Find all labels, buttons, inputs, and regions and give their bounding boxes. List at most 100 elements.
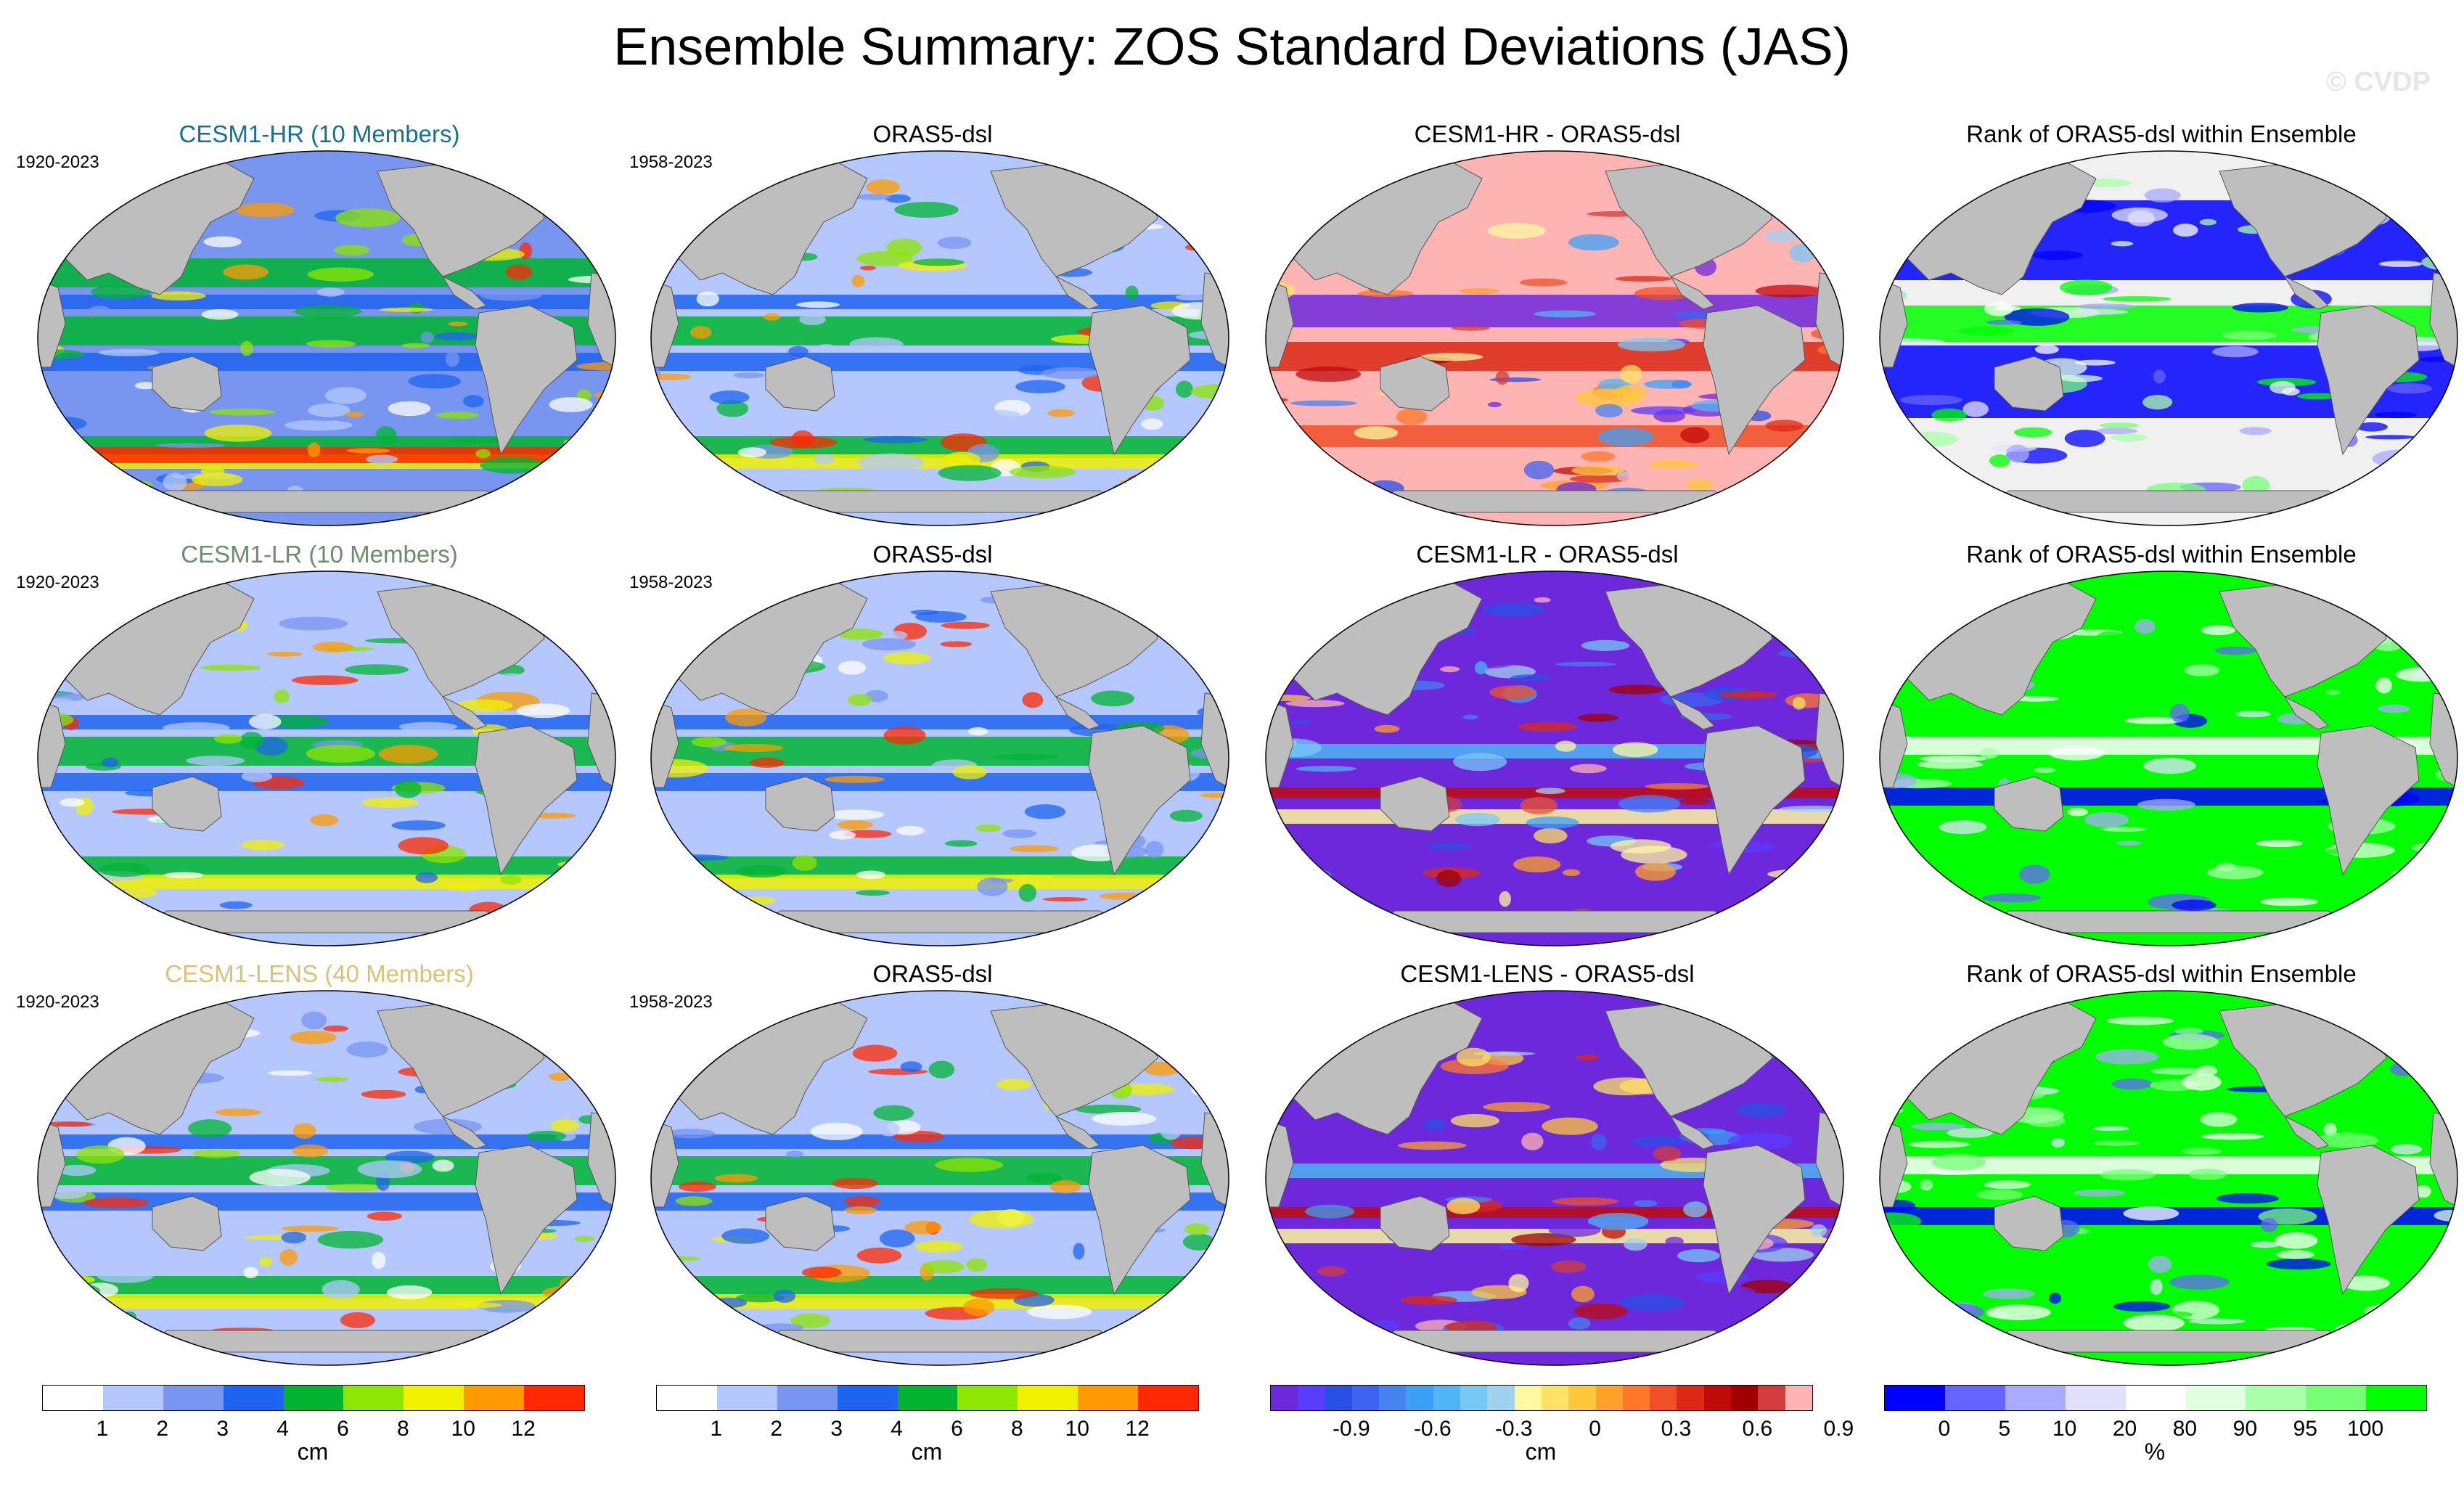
field-blob — [859, 266, 876, 271]
field-blob — [1092, 1111, 1157, 1126]
field-blob — [710, 1297, 747, 1309]
field-blob — [1194, 615, 1229, 624]
field-blob — [1880, 469, 1917, 480]
field-blob — [596, 192, 615, 202]
panel-obs-row1: ORAS5-dsl 1958-2023 — [629, 120, 1230, 527]
field-blob — [922, 1260, 965, 1274]
land-mass — [1994, 776, 2064, 832]
colorbar-unit: cm — [1525, 1439, 1557, 1465]
field-blob — [585, 200, 615, 209]
field-blob — [462, 395, 484, 408]
land-mass — [1088, 1145, 1191, 1296]
field-blob — [2391, 1144, 2422, 1155]
field-blob — [1345, 903, 1359, 918]
field-blob — [1184, 593, 1229, 612]
field-blob — [2373, 1041, 2394, 1046]
field-blob — [1934, 1312, 1968, 1321]
field-blob — [1555, 661, 1616, 667]
field-blob — [1919, 891, 1970, 896]
field-blob — [292, 1123, 316, 1139]
field-blob — [2399, 456, 2421, 474]
field-blob — [2101, 595, 2124, 610]
field-blob — [864, 435, 928, 443]
field-blob — [306, 340, 356, 348]
field-blob — [2260, 1218, 2277, 1232]
field-blob — [1814, 180, 1843, 188]
land-mass — [475, 725, 578, 876]
colorbar-cell — [2306, 1386, 2366, 1410]
field-blob — [790, 1313, 831, 1328]
field-blob — [2076, 303, 2135, 309]
field-blob — [2184, 664, 2220, 676]
field-blob — [844, 1196, 880, 1207]
field-blob — [1755, 285, 1823, 298]
field-blob — [2111, 433, 2148, 442]
land-mass — [38, 700, 66, 788]
field-blob — [378, 745, 438, 764]
field-blob — [799, 314, 826, 325]
field-blob — [1398, 1141, 1467, 1150]
colorbar-cell — [2125, 1386, 2186, 1410]
field-blob — [1555, 740, 1576, 752]
field-blob — [900, 1061, 922, 1073]
field-blob — [1673, 311, 1715, 319]
field-blob — [886, 631, 908, 640]
field-blob — [1801, 179, 1817, 187]
field-blob — [2378, 704, 2410, 713]
field-blob — [1817, 870, 1843, 886]
field-blob — [735, 865, 787, 878]
field-blob — [203, 236, 242, 248]
field-band — [651, 454, 1229, 469]
field-blob — [2239, 427, 2272, 435]
field-blob — [1727, 1132, 1794, 1150]
field-blob — [259, 1256, 273, 1267]
colorbar-tick-label: 0 — [1938, 1417, 1951, 1441]
field-blob — [1683, 1201, 1708, 1218]
field-blob — [2100, 1169, 2156, 1181]
field-blob — [574, 1235, 595, 1242]
map-border — [37, 150, 616, 526]
field-blob — [1979, 748, 1999, 759]
field-blob — [151, 291, 206, 300]
land-mass — [1364, 490, 1745, 513]
colorbar-tick-label: -0.9 — [1333, 1417, 1370, 1441]
field-blob — [585, 188, 615, 198]
field-blob — [2356, 422, 2388, 432]
land-mass — [1772, 1009, 1824, 1052]
field-blob — [843, 830, 892, 838]
field-blob — [294, 305, 362, 318]
field-blob — [372, 1251, 386, 1269]
colorbar-cell — [1703, 1386, 1732, 1410]
field-blob — [223, 264, 269, 280]
field-blob — [2444, 414, 2457, 430]
panel-diff-row1: CESM1-HR - ORAS5-dsl — [1250, 120, 1845, 527]
colorbar-tick-label: 3 — [830, 1417, 843, 1441]
colorbar-cell — [2246, 1386, 2307, 1410]
field-blob — [1570, 764, 1607, 774]
field-blob — [1880, 1212, 1921, 1230]
land-mass — [2386, 169, 2438, 212]
field-blob — [2297, 393, 2338, 400]
field-blob — [1568, 234, 1619, 251]
field-blob — [676, 1330, 724, 1335]
field-band — [1266, 744, 1843, 758]
field-blob — [1949, 894, 1974, 914]
field-blob — [1269, 1325, 1329, 1341]
colorbar-tick-label: 8 — [1010, 1417, 1023, 1441]
land-mass — [2283, 695, 2329, 730]
panel-model-row2: CESM1-LR (10 Members) 1920-2023 — [16, 541, 617, 947]
colorbar-cell — [1018, 1386, 1078, 1410]
field-blob — [2391, 870, 2439, 876]
field-blob — [2436, 677, 2457, 695]
field-blob — [915, 1240, 963, 1253]
field-blob — [1160, 1121, 1182, 1140]
field-blob — [2077, 857, 2134, 865]
colorbar-cell — [283, 1386, 344, 1410]
field-blob — [1691, 845, 1726, 857]
field-blob — [434, 332, 479, 341]
field-blob — [736, 1293, 785, 1303]
field-blob — [1578, 713, 1618, 722]
field-blob — [267, 715, 329, 729]
panel-title: CESM1-LR - ORAS5-dsl — [1416, 541, 1679, 568]
colorbar-tick-label: 12 — [511, 1417, 536, 1441]
